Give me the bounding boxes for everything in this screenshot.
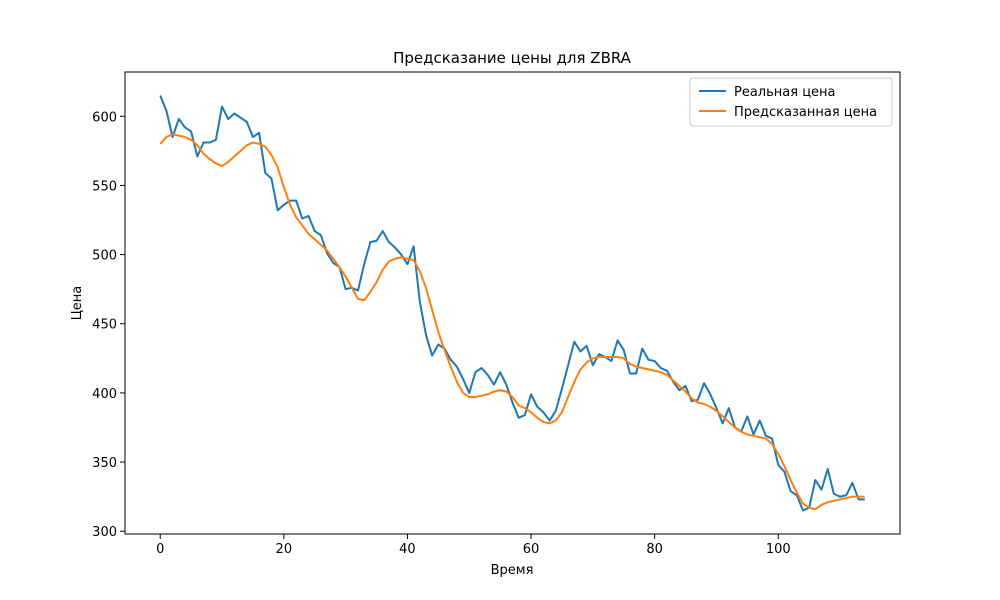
y-tick-label: 550 bbox=[92, 179, 117, 194]
y-axis-label: Цена bbox=[70, 286, 85, 321]
legend: Реальная цена Предсказанная цена bbox=[689, 77, 893, 127]
x-tick-label: 80 bbox=[646, 542, 663, 557]
series-layer bbox=[159, 95, 865, 512]
legend-label-real-price: Реальная цена bbox=[734, 85, 836, 100]
y-tick-label: 300 bbox=[92, 525, 117, 540]
legend-box bbox=[689, 77, 893, 127]
legend-label-predicted-price: Предсказанная цена bbox=[734, 105, 877, 120]
y-tick-label: 400 bbox=[92, 387, 117, 402]
x-axis-ticks: 0 20 40 60 80 100 bbox=[156, 534, 791, 557]
x-tick-label: 20 bbox=[276, 542, 293, 557]
x-axis-label: Время bbox=[491, 563, 534, 578]
chart-title: Предсказание цены для ZBRA bbox=[393, 49, 632, 67]
y-tick-label: 350 bbox=[92, 456, 117, 471]
x-tick-label: 40 bbox=[399, 542, 416, 557]
x-tick-label: 60 bbox=[523, 542, 540, 557]
y-tick-label: 450 bbox=[92, 318, 117, 333]
real-price-line bbox=[159, 95, 865, 512]
y-axis-ticks: 300 350 400 450 500 550 600 bbox=[92, 110, 125, 540]
x-tick-label: 100 bbox=[766, 542, 791, 557]
plot-frame bbox=[124, 71, 901, 535]
x-tick-label: 0 bbox=[156, 542, 164, 557]
y-tick-label: 500 bbox=[92, 249, 117, 264]
y-tick-label: 600 bbox=[92, 110, 117, 125]
predicted-price-line bbox=[159, 133, 865, 511]
